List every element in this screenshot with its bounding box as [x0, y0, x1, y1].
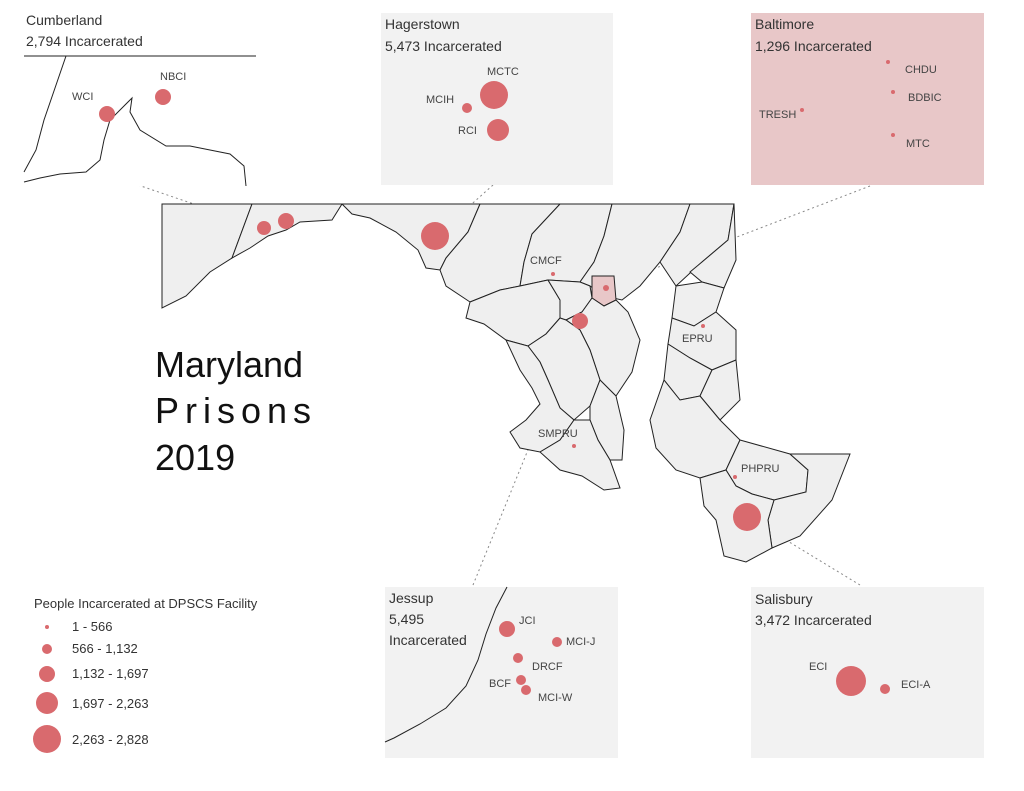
- inset-dot-tresh: [800, 108, 804, 112]
- title-line-2: Prisons: [155, 390, 317, 431]
- inset-hagerstown: Hagerstown 5,473 Incarcerated MCTC MCIH …: [381, 13, 613, 185]
- legend-dot-2: [42, 644, 52, 654]
- inset-dot-mcih: [462, 103, 472, 113]
- county-caroline: [699, 359, 741, 421]
- inset-hagerstown-title: Hagerstown: [385, 16, 460, 32]
- inset-baltimore-title: Baltimore: [755, 16, 814, 32]
- county-allegany: [231, 203, 343, 260]
- map-label-epru: EPRU: [682, 333, 713, 345]
- legend-dot-4: [36, 692, 58, 714]
- inset-salisbury-count: 3,472 Incarcerated: [755, 612, 872, 628]
- inset-jessup-count-2: Incarcerated: [389, 632, 467, 648]
- inset-dot-mtc: [891, 133, 895, 137]
- inset-cumberland-title: Cumberland: [26, 12, 102, 28]
- inset-label-chdu: CHDU: [905, 64, 937, 76]
- leader-baltimore: [608, 185, 871, 287]
- map-dot-hagerstown: [421, 222, 449, 250]
- inset-label-mtc: MTC: [906, 138, 930, 150]
- inset-dot-bcf: [516, 675, 526, 685]
- legend-label-4: 1,697 - 2,263: [72, 696, 149, 711]
- inset-jessup: Jessup 5,495 Incarcerated JCI MCI-J DRCF…: [384, 586, 618, 758]
- inset-dot-jci: [499, 621, 515, 637]
- map-dot-phpru: [733, 475, 737, 479]
- inset-dot-wci: [99, 106, 115, 122]
- inset-dot-rci: [487, 119, 509, 141]
- map-dot-baltimore: [603, 285, 609, 291]
- map-dot-smpru: [572, 444, 576, 448]
- title-line-1: Maryland: [155, 344, 303, 385]
- inset-hagerstown-count: 5,473 Incarcerated: [385, 38, 502, 54]
- map-dot-salisbury: [733, 503, 761, 531]
- inset-label-mcih: MCIH: [426, 94, 454, 106]
- map-label-cmcf: CMCF: [530, 255, 562, 267]
- state-map: [161, 203, 851, 563]
- map-label-phpru: PHPRU: [741, 463, 780, 475]
- legend-dot-3: [39, 666, 55, 682]
- inset-label-rci: RCI: [458, 125, 477, 137]
- inset-label-mci-j: MCI-J: [566, 636, 595, 648]
- inset-label-eci: ECI: [809, 661, 827, 673]
- inset-cumberland: Cumberland 2,794 Incarcerated NBCI WCI: [22, 8, 256, 187]
- county-cecil: [689, 203, 737, 289]
- inset-label-wci: WCI: [72, 91, 93, 103]
- inset-dot-mci-j: [552, 637, 562, 647]
- inset-label-tresh: TRESH: [759, 109, 796, 121]
- inset-dot-mci-w: [521, 685, 531, 695]
- inset-label-eci-a: ECI-A: [901, 679, 931, 691]
- map-dot-jessup: [572, 313, 588, 329]
- inset-label-bdbic: BDBIC: [908, 92, 942, 104]
- inset-label-jci: JCI: [519, 615, 536, 627]
- legend-dot-1: [45, 625, 49, 629]
- inset-label-mci-w: MCI-W: [538, 692, 573, 704]
- inset-label-mctc: MCTC: [487, 66, 519, 78]
- county-st-marys: [539, 419, 621, 491]
- county-garrett: [161, 203, 253, 309]
- inset-label-bcf: BCF: [489, 678, 511, 690]
- inset-dot-mctc: [480, 81, 508, 109]
- map-dot-wci: [257, 221, 271, 235]
- inset-baltimore: Baltimore 1,296 Incarcerated CHDU BDBIC …: [751, 13, 984, 185]
- legend-label-5: 2,263 - 2,828: [72, 732, 149, 747]
- legend-label-3: 1,132 - 1,697: [72, 666, 149, 681]
- legend-dot-5: [33, 725, 61, 753]
- title-line-3: 2019: [155, 437, 235, 478]
- legend-label-1: 1 - 566: [72, 619, 112, 634]
- inset-label-nbci: NBCI: [160, 71, 186, 83]
- inset-baltimore-count: 1,296 Incarcerated: [755, 38, 872, 54]
- inset-label-drcf: DRCF: [532, 661, 563, 673]
- inset-dot-eci: [836, 666, 866, 696]
- map-dot-epru: [701, 324, 705, 328]
- inset-dot-drcf: [513, 653, 523, 663]
- inset-cumberland-count: 2,794 Incarcerated: [26, 33, 143, 49]
- legend-title: People Incarcerated at DPSCS Facility: [34, 596, 258, 611]
- legend: People Incarcerated at DPSCS Facility 1 …: [33, 596, 258, 753]
- inset-salisbury: Salisbury 3,472 Incarcerated ECI ECI-A: [751, 587, 984, 758]
- inset-salisbury-title: Salisbury: [755, 591, 813, 607]
- inset-jessup-boundary: [384, 586, 508, 743]
- inset-jessup-count-1: 5,495: [389, 611, 424, 627]
- inset-dot-eci-a: [880, 684, 890, 694]
- inset-cumberland-river: [23, 55, 247, 187]
- inset-dot-bdbic: [891, 90, 895, 94]
- legend-label-2: 566 - 1,132: [72, 641, 138, 656]
- inset-dot-nbci: [155, 89, 171, 105]
- map-dot-nbci: [278, 213, 294, 229]
- inset-dot-chdu: [886, 60, 890, 64]
- map-label-smpru: SMPRU: [538, 428, 578, 440]
- map-dot-cmcf: [551, 272, 555, 276]
- leader-salisbury: [747, 516, 861, 586]
- inset-jessup-title: Jessup: [389, 590, 434, 606]
